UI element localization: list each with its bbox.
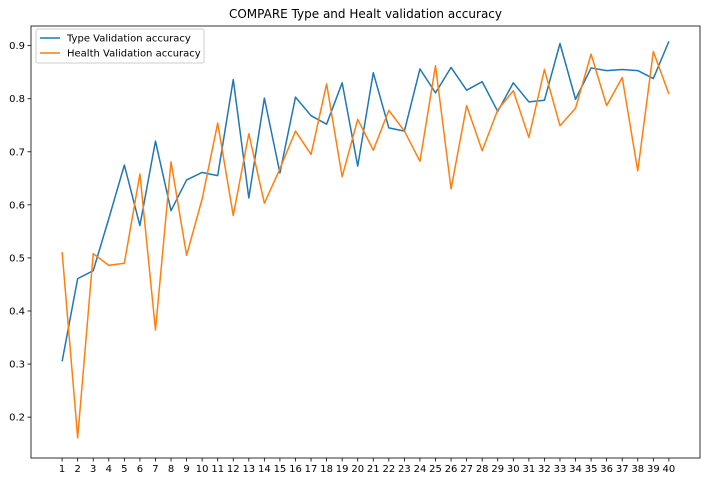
x-tick-label: 31: [522, 464, 535, 475]
y-tick-label: 0.3: [9, 360, 25, 371]
x-tick-label: 21: [367, 464, 380, 475]
x-tick-label: 36: [600, 464, 613, 475]
x-tick-label: 34: [569, 464, 582, 475]
legend-label-health: Health Validation accuracy: [67, 49, 201, 60]
legend-box: [35, 28, 205, 64]
y-tick-label: 0.2: [9, 413, 25, 424]
x-tick-label: 24: [414, 464, 427, 475]
y-tick-label: 0.8: [9, 94, 25, 105]
x-tick-label: 12: [227, 464, 240, 475]
x-tick-label: 22: [382, 464, 395, 475]
legend-label-type: Type Validation accuracy: [66, 34, 191, 45]
x-tick-label: 14: [258, 464, 271, 475]
y-tick-label: 0.5: [9, 253, 25, 264]
chart-title: COMPARE Type and Healt validation accura…: [229, 7, 502, 21]
x-tick-label: 28: [476, 464, 489, 475]
series-line-health: [61, 50, 670, 439]
x-axis: 1 2 3 4 5 6 7 8 9 10 11 12 13 14 15 16 17 18 19 20 21 22 23 24 2…: [59, 458, 675, 475]
x-tick-label: 16: [289, 464, 302, 475]
x-tick-label: 6: [137, 464, 143, 475]
y-axis: 0.2 0.3 0.4 0.5 0.6 0.7 0.8 0.9: [9, 41, 31, 424]
x-tick-label: 8: [168, 464, 174, 475]
x-tick-label: 35: [585, 464, 598, 475]
x-tick-label: 5: [121, 464, 127, 475]
plot-frame: [30, 25, 701, 459]
series-line-type: [61, 41, 670, 362]
series-lines: [61, 41, 670, 439]
x-tick-label: 2: [74, 464, 80, 475]
x-tick-label: 40: [663, 464, 676, 475]
x-tick-label: 23: [398, 464, 411, 475]
y-tick-label: 0.4: [9, 306, 25, 317]
x-tick-label: 19: [336, 464, 349, 475]
x-tick-label: 15: [274, 464, 287, 475]
x-tick-label: 27: [460, 464, 473, 475]
x-tick-label: 4: [106, 464, 112, 475]
x-tick-label: 33: [554, 464, 567, 475]
x-tick-label: 7: [152, 464, 158, 475]
x-tick-label: 38: [631, 464, 644, 475]
x-tick-label: 3: [90, 464, 96, 475]
y-tick-label: 0.9: [9, 41, 25, 52]
x-tick-label: 32: [538, 464, 551, 475]
legend: Type Validation accuracy Health Validati…: [35, 28, 205, 64]
x-tick-label: 13: [242, 464, 255, 475]
x-tick-label: 18: [320, 464, 333, 475]
x-tick-label: 20: [351, 464, 364, 475]
y-tick-label: 0.6: [9, 200, 25, 211]
x-tick-label: 10: [196, 464, 209, 475]
x-tick-label: 17: [305, 464, 318, 475]
x-tick-label: 11: [211, 464, 224, 475]
x-tick-label: 9: [183, 464, 189, 475]
x-tick-label: 30: [507, 464, 520, 475]
x-tick-label: 37: [616, 464, 629, 475]
x-tick-label: 39: [647, 464, 660, 475]
x-tick-label: 26: [445, 464, 458, 475]
y-tick-label: 0.7: [9, 147, 25, 158]
x-tick-label: 29: [491, 464, 504, 475]
x-tick-label: 1: [59, 464, 65, 475]
x-tick-label: 25: [429, 464, 442, 475]
